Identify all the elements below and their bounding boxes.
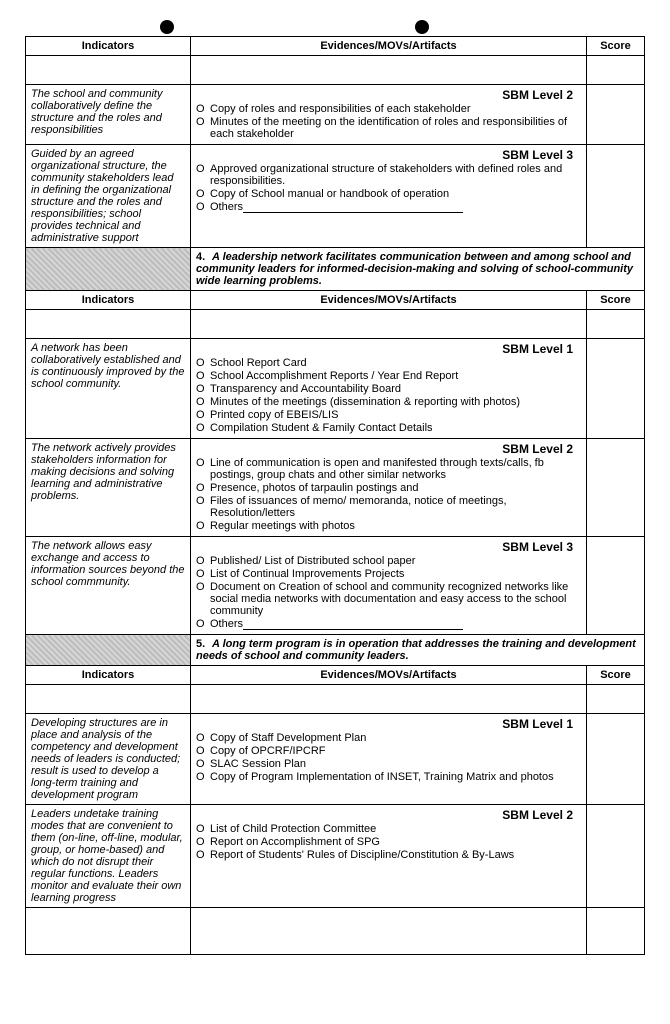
indicator-cell: Leaders undetake training modes that are… — [26, 805, 191, 908]
table-header-row: Indicators Evidences/MOVs/Artifacts Scor… — [26, 291, 645, 310]
level-badge: SBM Level 3 — [196, 540, 581, 554]
score-cell — [587, 85, 645, 145]
evidence-item: School Accomplishment Reports / Year End… — [210, 370, 581, 382]
shaded-cell — [26, 248, 191, 291]
col-evidences: Evidences/MOVs/Artifacts — [191, 37, 587, 56]
punch-hole-left — [160, 20, 174, 34]
spacer-row — [26, 908, 645, 955]
section-row: 4.A leadership network facilitates commu… — [26, 248, 645, 291]
score-cell — [587, 537, 645, 635]
evidence-item: Copy of roles and responsibilities of ea… — [210, 103, 581, 115]
indicator-cell: The network actively provides stakeholde… — [26, 439, 191, 537]
evidence-item: Approved organizational structure of sta… — [210, 163, 581, 187]
level-badge: SBM Level 1 — [196, 717, 581, 731]
evidence-item: Document on Creation of school and commu… — [210, 581, 581, 617]
indicator-cell: A network has been collaboratively estab… — [26, 339, 191, 439]
shaded-cell — [26, 635, 191, 666]
level-badge: SBM Level 1 — [196, 342, 581, 356]
level-badge: SBM Level 2 — [196, 808, 581, 822]
col-indicators: Indicators — [26, 37, 191, 56]
level-badge: SBM Level 3 — [196, 148, 581, 162]
indicator-cell: The network allows easy exchange and acc… — [26, 537, 191, 635]
evidence-item: Compilation Student & Family Contact Det… — [210, 422, 581, 434]
evidence-cell: SBM Level 2 OList of Child Protection Co… — [191, 805, 587, 908]
evidence-item: Copy of Staff Development Plan — [210, 732, 581, 744]
score-cell — [587, 339, 645, 439]
evidence-item: Copy of School manual or handbook of ope… — [210, 188, 581, 200]
table-header-row: Indicators Evidences/MOVs/Artifacts Scor… — [26, 37, 645, 56]
spacer-row — [26, 310, 645, 339]
evidence-cell: SBM Level 2 OLine of communication is op… — [191, 439, 587, 537]
indicator-cell: Developing structures are in place and a… — [26, 714, 191, 805]
evidence-cell: SBM Level 3 OPublished/ List of Distribu… — [191, 537, 587, 635]
section-row: 5.A long term program is in operation th… — [26, 635, 645, 666]
evidence-item: Line of communication is open and manife… — [210, 457, 581, 481]
evidence-item: Published/ List of Distributed school pa… — [210, 555, 581, 567]
table-row: The network allows easy exchange and acc… — [26, 537, 645, 635]
evidence-item: Report of Students' Rules of Discipline/… — [210, 849, 581, 861]
evidence-item: Printed copy of EBEIS/LIS — [210, 409, 581, 421]
punch-holes — [25, 20, 645, 36]
level-badge: SBM Level 2 — [196, 442, 581, 456]
table-row: A network has been collaboratively estab… — [26, 339, 645, 439]
evidence-item: Transparency and Accountability Board — [210, 383, 581, 395]
col-indicators: Indicators — [26, 291, 191, 310]
evidence-item: Minutes of the meetings (dissemination &… — [210, 396, 581, 408]
col-score: Score — [587, 666, 645, 685]
evidence-item: Copy of Program Implementation of INSET,… — [210, 771, 581, 783]
col-score: Score — [587, 37, 645, 56]
evidence-item: List of Continual Improvements Projects — [210, 568, 581, 580]
spacer-row — [26, 56, 645, 85]
col-indicators: Indicators — [26, 666, 191, 685]
evidence-item: List of Child Protection Committee — [210, 823, 581, 835]
evidence-item: School Report Card — [210, 357, 581, 369]
score-cell — [587, 439, 645, 537]
level-badge: SBM Level 2 — [196, 88, 581, 102]
evidence-item: Regular meetings with photos — [210, 520, 581, 532]
evidence-item: Presence, photos of tarpaulin postings a… — [210, 482, 581, 494]
score-cell — [587, 714, 645, 805]
evidence-item: Report on Accomplishment of SPG — [210, 836, 581, 848]
table-row: The network actively provides stakeholde… — [26, 439, 645, 537]
col-score: Score — [587, 291, 645, 310]
table-row: Developing structures are in place and a… — [26, 714, 645, 805]
evidence-item: Minutes of the meeting on the identifica… — [210, 116, 581, 140]
evidence-cell: SBM Level 1 OCopy of Staff Development P… — [191, 714, 587, 805]
evidence-item: Others — [210, 201, 581, 213]
assessment-table: Indicators Evidences/MOVs/Artifacts Scor… — [25, 36, 645, 955]
table-header-row: Indicators Evidences/MOVs/Artifacts Scor… — [26, 666, 645, 685]
evidence-item: Others — [210, 618, 581, 630]
col-evidences: Evidences/MOVs/Artifacts — [191, 666, 587, 685]
evidence-item: SLAC Session Plan — [210, 758, 581, 770]
evidence-cell: SBM Level 2 OCopy of roles and responsib… — [191, 85, 587, 145]
evidence-cell: SBM Level 1 OSchool Report Card OSchool … — [191, 339, 587, 439]
evidence-cell: SBM Level 3 OApproved organizational str… — [191, 145, 587, 248]
section-heading: 5.A long term program is in operation th… — [191, 635, 645, 666]
table-row: Leaders undetake training modes that are… — [26, 805, 645, 908]
col-evidences: Evidences/MOVs/Artifacts — [191, 291, 587, 310]
table-row: Guided by an agreed organizational struc… — [26, 145, 645, 248]
score-cell — [587, 805, 645, 908]
section-heading: 4.A leadership network facilitates commu… — [191, 248, 645, 291]
spacer-row — [26, 685, 645, 714]
table-row: The school and community collaboratively… — [26, 85, 645, 145]
evidence-item: Files of issuances of memo/ memoranda, n… — [210, 495, 581, 519]
indicator-cell: The school and community collaboratively… — [26, 85, 191, 145]
indicator-cell: Guided by an agreed organizational struc… — [26, 145, 191, 248]
score-cell — [587, 145, 645, 248]
punch-hole-right — [415, 20, 429, 34]
evidence-item: Copy of OPCRF/IPCRF — [210, 745, 581, 757]
